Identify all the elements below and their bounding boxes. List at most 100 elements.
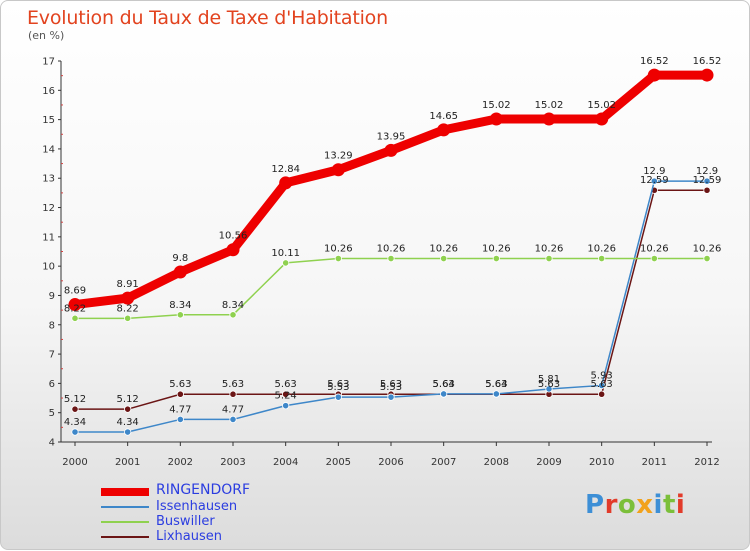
data-point-ringendorf [542, 112, 556, 126]
logo-letter: i [675, 490, 686, 520]
legend-label: Issenhausen [156, 499, 238, 514]
legend-label: Lixhausen [156, 529, 223, 544]
data-point-issenhausen [71, 428, 79, 436]
data-point-buswiller [229, 311, 237, 319]
data-label-buswiller: 8.22 [117, 303, 139, 314]
logo-letter: P [585, 490, 605, 520]
data-point-buswiller [282, 259, 290, 267]
data-label-buswiller: 10.26 [429, 244, 458, 255]
y-tick-label: 7 [49, 350, 55, 361]
data-point-ringendorf [647, 68, 661, 82]
data-point-issenhausen [282, 402, 290, 410]
data-label-issenhausen: 12.9 [696, 166, 718, 177]
x-tick-label: 2011 [642, 457, 667, 468]
data-label-issenhausen: 12.9 [643, 166, 665, 177]
data-point-buswiller [703, 254, 711, 263]
data-label-buswiller: 8.34 [169, 300, 191, 311]
data-point-buswiller [334, 254, 342, 263]
chart-axes: 4 5 6 7 8 9 10 11 12 13 14 15 16 17 2000 2001 2002 2003 20… [42, 57, 719, 469]
x-tick-label: 2003 [220, 457, 245, 468]
x-tick-label: 2004 [273, 457, 298, 468]
series-issenhausen [71, 177, 711, 436]
data-label-ringendorf: 12.84 [271, 164, 300, 175]
chart-data-labels: 5.12 5.12 5.63 5.63 5.63 5.63 5.63 5.63 5.63 5.63… [64, 56, 721, 428]
logo-letter: r [604, 490, 618, 520]
x-tick-label: 2009 [536, 457, 561, 468]
logo-letter: t [662, 490, 676, 520]
data-label-lixhausen: 5.63 [275, 379, 297, 390]
data-point-buswiller [650, 254, 658, 263]
logo-letter: i [653, 490, 663, 520]
y-tick-label: 9 [49, 291, 55, 302]
data-label-issenhausen: 4.34 [64, 417, 86, 428]
x-tick-label: 2008 [484, 457, 509, 468]
series-buswiller [71, 254, 711, 322]
data-label-lixhausen: 5.63 [169, 379, 191, 390]
data-point-ringendorf [437, 123, 451, 137]
data-point-buswiller [545, 254, 553, 263]
data-label-lixhausen: 5.63 [485, 379, 507, 390]
x-tick-label: 2000 [62, 457, 87, 468]
y-tick-label: 17 [42, 57, 55, 68]
y-tick-label: 11 [42, 232, 55, 243]
data-point-ringendorf [173, 265, 187, 279]
y-unit-label: (en %) [28, 29, 65, 42]
y-tick-label: 16 [42, 86, 55, 97]
logo-letter: x [636, 490, 654, 520]
data-point-issenhausen [598, 381, 606, 390]
x-tick-label: 2002 [168, 457, 193, 468]
data-point-ringendorf [700, 68, 714, 82]
data-label-buswiller: 10.26 [693, 244, 722, 255]
data-label-ringendorf: 16.52 [693, 56, 722, 67]
data-point-lixhausen [176, 390, 184, 398]
data-label-issenhausen: 5.24 [275, 391, 297, 402]
data-point-buswiller [387, 254, 395, 263]
data-label-buswiller: 10.11 [271, 248, 300, 259]
y-tick-label: 13 [42, 174, 55, 185]
x-tick-label: 2005 [326, 457, 351, 468]
legend-swatch [101, 506, 149, 508]
data-point-lixhausen [282, 390, 290, 398]
data-label-buswiller: 10.26 [377, 244, 406, 255]
data-label-ringendorf: 16.52 [640, 56, 669, 67]
data-point-issenhausen [229, 415, 237, 424]
data-point-ringendorf [384, 143, 398, 157]
x-tick-label: 2001 [115, 457, 140, 468]
data-label-lixhausen: 5.63 [380, 379, 402, 390]
data-point-lixhausen [229, 390, 237, 398]
chart-title: Evolution du Taux de Taxe d'Habitation [27, 7, 388, 29]
data-label-issenhausen: 5.53 [380, 382, 402, 393]
data-point-issenhausen [334, 393, 342, 401]
data-label-lixhausen: 5.63 [433, 379, 455, 390]
data-point-buswiller [598, 254, 606, 263]
data-point-issenhausen [387, 393, 395, 401]
data-label-lixhausen: 5.12 [64, 394, 86, 405]
data-label-issenhausen: 4.34 [117, 417, 139, 428]
logo-letter: o [617, 490, 637, 520]
data-point-ringendorf [121, 291, 135, 305]
data-point-ringendorf [279, 176, 293, 190]
data-label-buswiller: 10.26 [640, 244, 669, 255]
x-tick-label: 2010 [589, 457, 614, 468]
data-point-ringendorf [331, 163, 345, 177]
data-label-buswiller: 10.26 [482, 244, 511, 255]
data-label-lixhausen: 5.63 [222, 379, 244, 390]
data-label-issenhausen: 5.93 [591, 370, 613, 381]
data-label-lixhausen: 5.63 [538, 379, 560, 390]
legend-swatch [101, 488, 149, 496]
data-point-ringendorf [68, 298, 82, 312]
proxiti-logo: Proxiti [585, 490, 685, 520]
data-point-lixhausen [598, 390, 606, 398]
data-point-ringendorf [595, 112, 609, 126]
data-label-buswiller: 10.26 [587, 244, 616, 255]
data-point-ringendorf [489, 112, 503, 126]
data-point-issenhausen [176, 415, 184, 424]
y-tick-label: 15 [42, 115, 55, 126]
data-point-buswiller [176, 311, 184, 319]
data-point-buswiller [492, 254, 500, 263]
data-label-lixhausen: 12.59 [640, 175, 669, 186]
data-point-buswiller [440, 254, 448, 263]
y-tick-label: 5 [49, 408, 55, 419]
